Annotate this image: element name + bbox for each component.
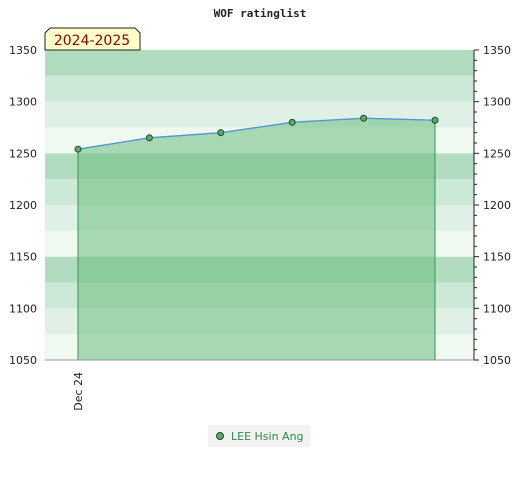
x-tick-labels: Dec 24: [72, 372, 85, 411]
axes: 1050 1050 1100 1100 1150 1150 1200 1200 1250 1250…: [9, 44, 511, 367]
y-tick-label-right: 1350: [483, 44, 511, 57]
y-tick-label-right: 1200: [483, 199, 511, 212]
rating-line: [77, 117, 436, 150]
data-point: [360, 114, 368, 122]
rating-area: [77, 117, 436, 361]
legend-label: LEE Hsin Ang: [231, 429, 304, 443]
background-band: [45, 75, 474, 102]
y-tick-label-left: 1200: [9, 199, 37, 212]
season-label-box: 2024-2025: [44, 27, 141, 51]
y-tick-label-right: 1250: [483, 147, 511, 160]
legend: LEE Hsin Ang: [208, 425, 310, 447]
y-tick-label-right: 1100: [483, 302, 511, 315]
data-point: [217, 129, 225, 137]
y-tick-label-left: 1150: [9, 251, 37, 264]
y-tick-label-left: 1250: [9, 147, 37, 160]
y-tick-label-left: 1300: [9, 96, 37, 109]
data-point: [145, 134, 153, 142]
y-tick-label-left: 1050: [9, 354, 37, 367]
rating-points: [74, 114, 439, 153]
rating-area-fill: [77, 117, 436, 361]
y-tick-label-left: 1100: [9, 302, 37, 315]
y-tick-label-right: 1050: [483, 354, 511, 367]
chart-title: WOF ratinglist: [214, 7, 307, 20]
legend-marker: [216, 432, 224, 440]
y-tick-label-right: 1150: [483, 251, 511, 264]
data-point: [431, 116, 439, 124]
y-tick-label-right: 1300: [483, 96, 511, 109]
y-tick-label-left: 1350: [9, 44, 37, 57]
season-label: 2024-2025: [54, 33, 130, 49]
data-point: [288, 118, 296, 126]
data-point: [74, 145, 82, 153]
background-band: [45, 50, 474, 76]
x-tick-label: Dec 24: [72, 372, 85, 411]
